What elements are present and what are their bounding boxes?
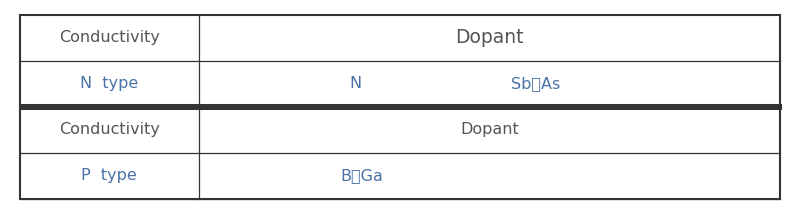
Text: P  type: P type — [82, 168, 137, 183]
Text: Dopant: Dopant — [455, 28, 523, 47]
Text: Conductivity: Conductivity — [59, 30, 160, 45]
Text: Conductivity: Conductivity — [59, 122, 160, 137]
Text: N  type: N type — [80, 76, 138, 91]
Text: Sb、As: Sb、As — [511, 76, 561, 91]
Bar — [20, 15, 780, 199]
Text: Dopant: Dopant — [460, 122, 518, 137]
Text: B、Ga: B、Ga — [340, 168, 383, 183]
Text: N: N — [350, 76, 362, 91]
